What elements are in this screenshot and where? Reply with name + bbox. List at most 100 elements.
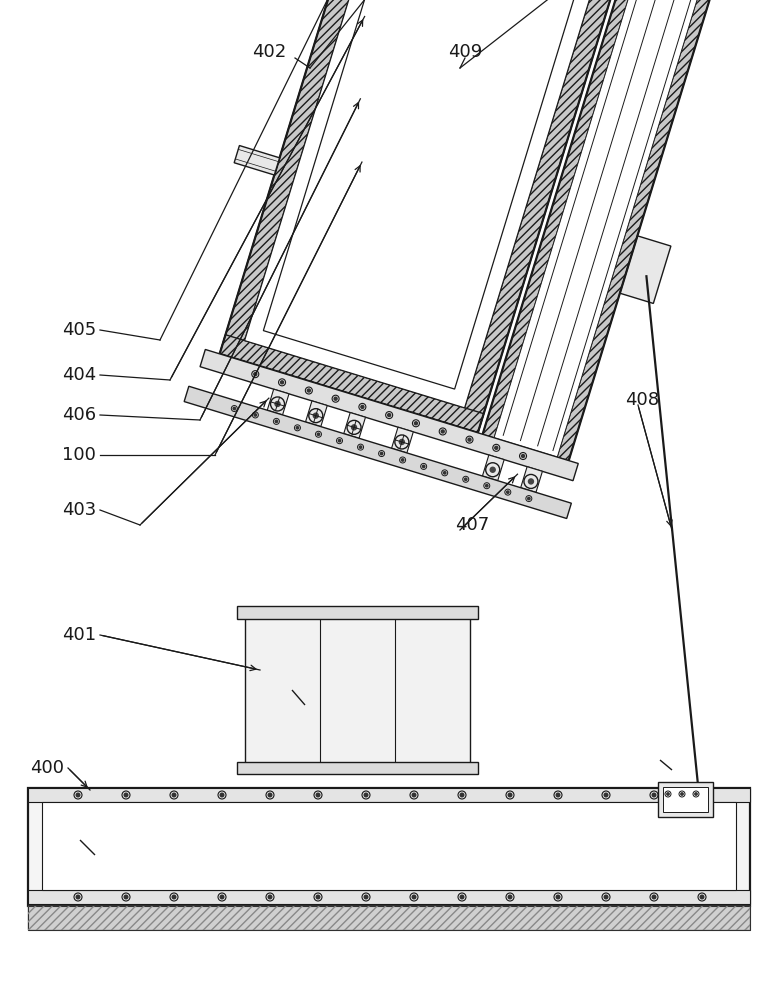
Circle shape [220, 793, 224, 797]
Bar [237, 606, 478, 619]
Circle shape [402, 459, 404, 461]
Circle shape [275, 401, 280, 406]
Circle shape [556, 895, 560, 899]
Polygon shape [521, 467, 542, 492]
Circle shape [124, 895, 128, 899]
Circle shape [441, 430, 445, 433]
Circle shape [316, 895, 320, 899]
Circle shape [352, 425, 356, 430]
Polygon shape [264, 0, 599, 389]
Bar [28, 788, 750, 802]
Circle shape [468, 438, 471, 441]
Polygon shape [620, 236, 671, 303]
Polygon shape [482, 455, 504, 481]
Text: 406: 406 [62, 406, 96, 424]
Bar [28, 906, 750, 930]
Bar [237, 762, 478, 774]
Bar [658, 782, 713, 817]
Circle shape [465, 478, 467, 480]
Circle shape [314, 413, 318, 418]
Circle shape [490, 467, 495, 472]
Circle shape [509, 895, 512, 899]
Text: 409: 409 [448, 43, 482, 61]
Circle shape [486, 485, 488, 487]
Circle shape [316, 793, 320, 797]
Polygon shape [494, 0, 716, 457]
Circle shape [233, 407, 236, 410]
Circle shape [529, 479, 534, 484]
Circle shape [527, 497, 530, 500]
Circle shape [700, 895, 704, 899]
Circle shape [444, 472, 446, 474]
Circle shape [360, 446, 362, 448]
Polygon shape [200, 349, 578, 481]
Circle shape [695, 793, 697, 795]
Text: 400: 400 [30, 759, 64, 777]
Circle shape [220, 895, 224, 899]
Circle shape [412, 895, 416, 899]
Polygon shape [392, 427, 413, 453]
Circle shape [667, 793, 669, 795]
Circle shape [681, 793, 683, 795]
Circle shape [522, 455, 524, 458]
Circle shape [509, 793, 512, 797]
Circle shape [604, 793, 608, 797]
Polygon shape [306, 401, 328, 427]
Polygon shape [220, 335, 484, 433]
Circle shape [275, 420, 278, 423]
Bar [28, 906, 750, 930]
Polygon shape [344, 413, 366, 438]
Circle shape [414, 422, 417, 425]
Circle shape [364, 895, 368, 899]
Polygon shape [245, 0, 618, 408]
Circle shape [317, 433, 320, 435]
Text: 405: 405 [62, 321, 96, 339]
Polygon shape [557, 0, 731, 461]
Polygon shape [220, 0, 404, 360]
Text: 404: 404 [62, 366, 96, 384]
Polygon shape [268, 389, 289, 415]
Circle shape [364, 793, 368, 797]
Circle shape [172, 793, 176, 797]
Circle shape [307, 389, 310, 392]
Circle shape [296, 427, 299, 429]
Bar [28, 788, 750, 906]
Circle shape [604, 895, 608, 899]
Circle shape [399, 439, 404, 444]
Text: 402: 402 [252, 43, 286, 61]
Circle shape [460, 793, 464, 797]
Circle shape [381, 452, 383, 455]
Bar [663, 787, 708, 812]
Text: 403: 403 [62, 501, 96, 519]
Circle shape [412, 793, 416, 797]
Circle shape [76, 793, 80, 797]
Text: 408: 408 [625, 391, 659, 409]
Circle shape [460, 895, 464, 899]
Text: 401: 401 [62, 626, 96, 644]
Polygon shape [234, 146, 279, 175]
Circle shape [268, 895, 271, 899]
Polygon shape [459, 0, 643, 433]
Circle shape [281, 381, 284, 384]
Text: 407: 407 [455, 516, 489, 534]
Circle shape [507, 491, 509, 493]
Circle shape [339, 439, 341, 442]
Circle shape [361, 405, 364, 408]
Circle shape [652, 793, 656, 797]
Circle shape [495, 446, 498, 449]
Circle shape [268, 793, 271, 797]
Circle shape [556, 793, 560, 797]
Circle shape [124, 793, 128, 797]
Circle shape [388, 414, 391, 417]
Bar [42, 802, 736, 890]
Circle shape [700, 793, 704, 797]
Circle shape [254, 414, 257, 416]
Text: 100: 100 [62, 446, 96, 464]
Circle shape [652, 895, 656, 899]
Bar [245, 618, 470, 763]
Bar [28, 890, 750, 904]
Circle shape [334, 397, 337, 400]
Polygon shape [483, 0, 657, 438]
Circle shape [423, 465, 425, 468]
Circle shape [254, 373, 257, 376]
